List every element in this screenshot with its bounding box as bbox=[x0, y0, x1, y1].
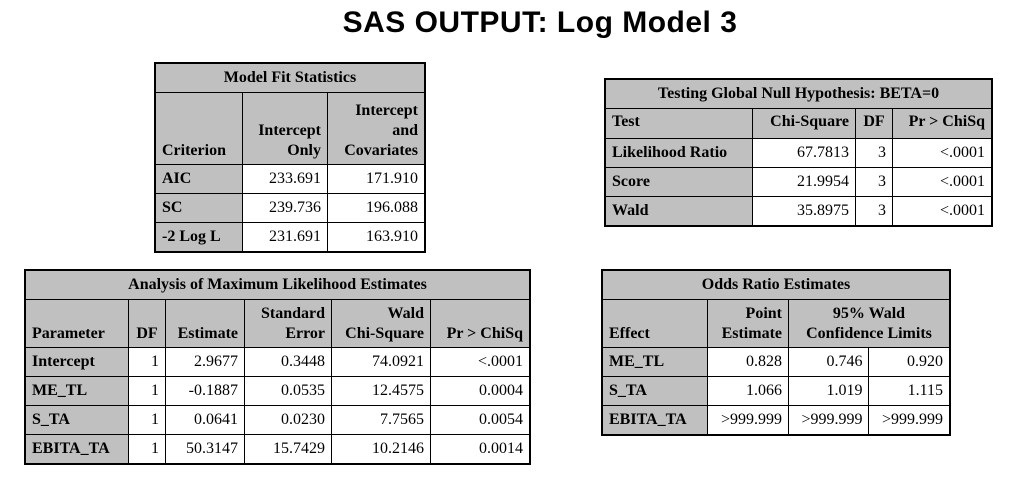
table-cell: 1 bbox=[128, 376, 166, 406]
table-cell: <.0001 bbox=[892, 196, 993, 227]
table-cell: 1.019 bbox=[787, 376, 870, 406]
table-row: Wald 35.8975 3 <.0001 bbox=[604, 196, 993, 227]
table-cell: <.0001 bbox=[430, 347, 531, 377]
table-cell: <.0001 bbox=[892, 138, 993, 168]
table-cell: 3 bbox=[855, 167, 893, 197]
global-null-hypothesis-table: Testing Global Null Hypothesis: BETA=0 T… bbox=[604, 78, 993, 227]
column-header: Effect bbox=[601, 299, 708, 348]
row-label: -2 Log L bbox=[154, 222, 243, 253]
table-row: Score 21.9954 3 <.0001 bbox=[604, 167, 993, 197]
table-body: Likelihood Ratio 67.7813 3 <.0001 Score 21.99… bbox=[604, 138, 993, 227]
column-header: Intercept and Covariates bbox=[327, 92, 426, 165]
column-header: Chi-Square bbox=[752, 108, 856, 139]
table-cell: 0.0535 bbox=[244, 376, 332, 406]
table-cell: 7.7565 bbox=[331, 405, 431, 435]
column-header: DF bbox=[855, 108, 893, 139]
table-cell: -0.1887 bbox=[165, 376, 245, 406]
column-header: Criterion bbox=[154, 92, 243, 165]
table-cell: 1.115 bbox=[868, 376, 951, 406]
table-cell: 0.3448 bbox=[244, 347, 332, 377]
table-cell: 171.910 bbox=[327, 164, 426, 194]
row-label: ME_TL bbox=[601, 347, 708, 377]
table-cell: 1 bbox=[128, 434, 166, 465]
table-cell: 3 bbox=[855, 196, 893, 227]
table-cell: 0.920 bbox=[868, 347, 951, 377]
column-header: Parameter bbox=[24, 299, 129, 348]
table-cell: 74.0921 bbox=[331, 347, 431, 377]
table-row: ME_TL 1 -0.1887 0.0535 12.4575 0.0004 bbox=[24, 376, 531, 406]
table-cell: >999.999 bbox=[787, 405, 870, 436]
table-cell: >999.999 bbox=[707, 405, 789, 436]
column-header: Pr > ChiSq bbox=[892, 108, 993, 139]
row-label: ME_TL bbox=[24, 376, 129, 406]
column-header: Estimate bbox=[165, 299, 245, 348]
column-header: Point Estimate bbox=[707, 299, 789, 348]
table-caption: Analysis of Maximum Likelihood Estimates bbox=[24, 269, 531, 300]
table-row: EBITA_TA >999.999 >999.999 >999.999 bbox=[601, 405, 951, 436]
table-row: EBITA_TA 1 50.3147 15.7429 10.2146 0.0014 bbox=[24, 434, 531, 465]
table-cell: <.0001 bbox=[892, 167, 993, 197]
column-header: Wald Chi-Square bbox=[331, 299, 431, 348]
table-cell: 239.736 bbox=[242, 193, 328, 223]
column-header: Pr > ChiSq bbox=[430, 299, 531, 348]
row-label: SC bbox=[154, 193, 243, 223]
row-label: EBITA_TA bbox=[24, 434, 129, 465]
table-cell: 1.066 bbox=[707, 376, 789, 406]
table-cell: 10.2146 bbox=[331, 434, 431, 465]
page-title: SAS OUTPUT: Log Model 3 bbox=[342, 6, 738, 39]
row-label: Intercept bbox=[24, 347, 129, 377]
table-row: SC 239.736 196.088 bbox=[154, 193, 426, 223]
table-row: AIC 233.691 171.910 bbox=[154, 164, 426, 194]
table-row: S_TA 1 0.0641 0.0230 7.7565 0.0054 bbox=[24, 405, 531, 435]
column-header: DF bbox=[128, 299, 166, 348]
column-header: Standard Error bbox=[244, 299, 332, 348]
table-cell: 163.910 bbox=[327, 222, 426, 253]
table-cell: 21.9954 bbox=[752, 167, 856, 197]
table-cell: 1 bbox=[128, 347, 166, 377]
column-header: Intercept Only bbox=[242, 92, 328, 165]
column-header: Test bbox=[604, 108, 753, 139]
table-body: AIC 233.691 171.910 SC 239.736 196.088 -2 Log … bbox=[154, 164, 426, 253]
table-cell: 0.0641 bbox=[165, 405, 245, 435]
column-header: 95% Wald Confidence Limits bbox=[788, 299, 951, 348]
row-label: AIC bbox=[154, 164, 243, 194]
table-cell: 15.7429 bbox=[244, 434, 332, 465]
row-label: S_TA bbox=[601, 376, 708, 406]
odds-ratio-estimates-table: Odds Ratio Estimates Effect Point Estimat… bbox=[601, 269, 951, 436]
table-cell: 196.088 bbox=[327, 193, 426, 223]
row-label: Score bbox=[604, 167, 753, 197]
maximum-likelihood-estimates-table: Analysis of Maximum Likelihood Estimates… bbox=[24, 269, 531, 465]
table-row: Intercept 1 2.9677 0.3448 74.0921 <.0001 bbox=[24, 347, 531, 377]
table-cell: 0.0230 bbox=[244, 405, 332, 435]
table-cell: 50.3147 bbox=[165, 434, 245, 465]
table-cell: 231.691 bbox=[242, 222, 328, 253]
table-caption: Odds Ratio Estimates bbox=[601, 269, 951, 300]
table-cell: 0.0014 bbox=[430, 434, 531, 465]
table-cell: 12.4575 bbox=[331, 376, 431, 406]
table-body: ME_TL 0.828 0.746 0.920 S_TA 1.066 1.019 1.115 E… bbox=[601, 347, 951, 436]
row-label: S_TA bbox=[24, 405, 129, 435]
table-row: S_TA 1.066 1.019 1.115 bbox=[601, 376, 951, 406]
table-caption: Model Fit Statistics bbox=[154, 62, 426, 93]
table-caption: Testing Global Null Hypothesis: BETA=0 bbox=[604, 78, 993, 109]
table-row: -2 Log L 231.691 163.910 bbox=[154, 222, 426, 253]
table-cell: >999.999 bbox=[868, 405, 951, 436]
table-cell: 2.9677 bbox=[165, 347, 245, 377]
table-cell: 0.746 bbox=[787, 347, 870, 377]
row-label: EBITA_TA bbox=[601, 405, 708, 436]
row-label: Wald bbox=[604, 196, 753, 227]
table-cell: 0.0054 bbox=[430, 405, 531, 435]
model-fit-statistics-table: Model Fit Statistics Criterion Intercept… bbox=[154, 62, 426, 253]
table-cell: 3 bbox=[855, 138, 893, 168]
table-cell: 0.0004 bbox=[430, 376, 531, 406]
table-cell: 1 bbox=[128, 405, 166, 435]
table-row: ME_TL 0.828 0.746 0.920 bbox=[601, 347, 951, 377]
table-body: Intercept 1 2.9677 0.3448 74.0921 <.0001 ME_TL… bbox=[24, 347, 531, 465]
row-label: Likelihood Ratio bbox=[604, 138, 753, 168]
table-cell: 35.8975 bbox=[752, 196, 856, 227]
table-cell: 233.691 bbox=[242, 164, 328, 194]
table-row: Likelihood Ratio 67.7813 3 <.0001 bbox=[604, 138, 993, 168]
table-cell: 67.7813 bbox=[752, 138, 856, 168]
table-cell: 0.828 bbox=[707, 347, 789, 377]
